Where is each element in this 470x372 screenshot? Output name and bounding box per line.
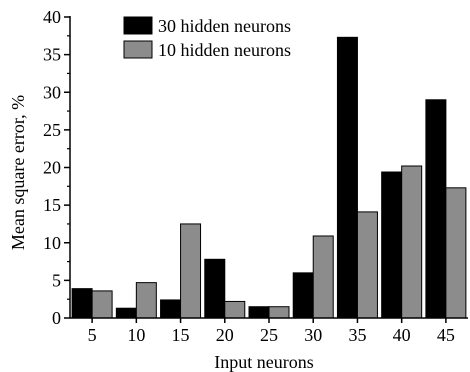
legend-label: 30 hidden neurons	[158, 16, 291, 36]
y-tick-label: 5	[52, 270, 61, 290]
y-tick-label: 40	[43, 7, 61, 27]
y-axis-ticks: 0 5 10 15 20 25 30 35 40	[43, 7, 70, 328]
legend-swatch	[123, 40, 153, 59]
x-tick-label: 25	[260, 325, 278, 345]
y-tick-label: 10	[43, 233, 61, 253]
bar-series1-15	[160, 299, 182, 319]
x-axis-ticks: 5 10 15 20 25 30 35 40 45	[88, 318, 455, 345]
bar-series1-25	[248, 306, 270, 319]
bars	[71, 36, 467, 319]
x-tick-label: 40	[393, 325, 411, 345]
y-tick-label: 30	[43, 82, 61, 102]
bar-series2-30	[312, 235, 334, 319]
y-tick-label: 0	[52, 308, 61, 328]
legend-swatch	[123, 16, 153, 35]
y-tick-label: 35	[43, 45, 61, 65]
y-tick-label: 15	[43, 195, 61, 215]
bar-series2-40	[401, 165, 423, 319]
x-tick-label: 30	[304, 325, 322, 345]
bar-series2-25	[268, 306, 290, 319]
bar-series1-40	[381, 171, 403, 319]
bar-series1-20	[204, 258, 226, 319]
bar-series1-5	[71, 288, 93, 319]
bar-series1-10	[115, 307, 137, 319]
x-tick-label: 10	[127, 325, 145, 345]
bar-series2-10	[135, 282, 157, 319]
bar-series2-5	[91, 290, 113, 319]
bar-series1-30	[292, 272, 314, 319]
x-tick-label: 45	[437, 325, 455, 345]
x-tick-label: 5	[88, 325, 97, 345]
y-tick-label: 25	[43, 120, 61, 140]
bar-series2-20	[224, 300, 246, 319]
bar-series2-45	[445, 187, 467, 319]
y-tick-label: 20	[43, 158, 61, 178]
bar-series2-35	[356, 211, 378, 319]
x-tick-label: 15	[172, 325, 190, 345]
x-axis-label: Input neurons	[214, 352, 313, 372]
legend: 30 hidden neurons 10 hidden neurons	[123, 16, 291, 60]
y-axis-label: Mean square error, %	[8, 95, 28, 250]
x-tick-label: 20	[216, 325, 234, 345]
bar-series1-35	[336, 36, 358, 319]
x-tick-label: 35	[348, 325, 366, 345]
legend-label: 10 hidden neurons	[158, 40, 291, 60]
bar-series2-15	[180, 223, 202, 319]
bar-series1-45	[425, 99, 447, 319]
